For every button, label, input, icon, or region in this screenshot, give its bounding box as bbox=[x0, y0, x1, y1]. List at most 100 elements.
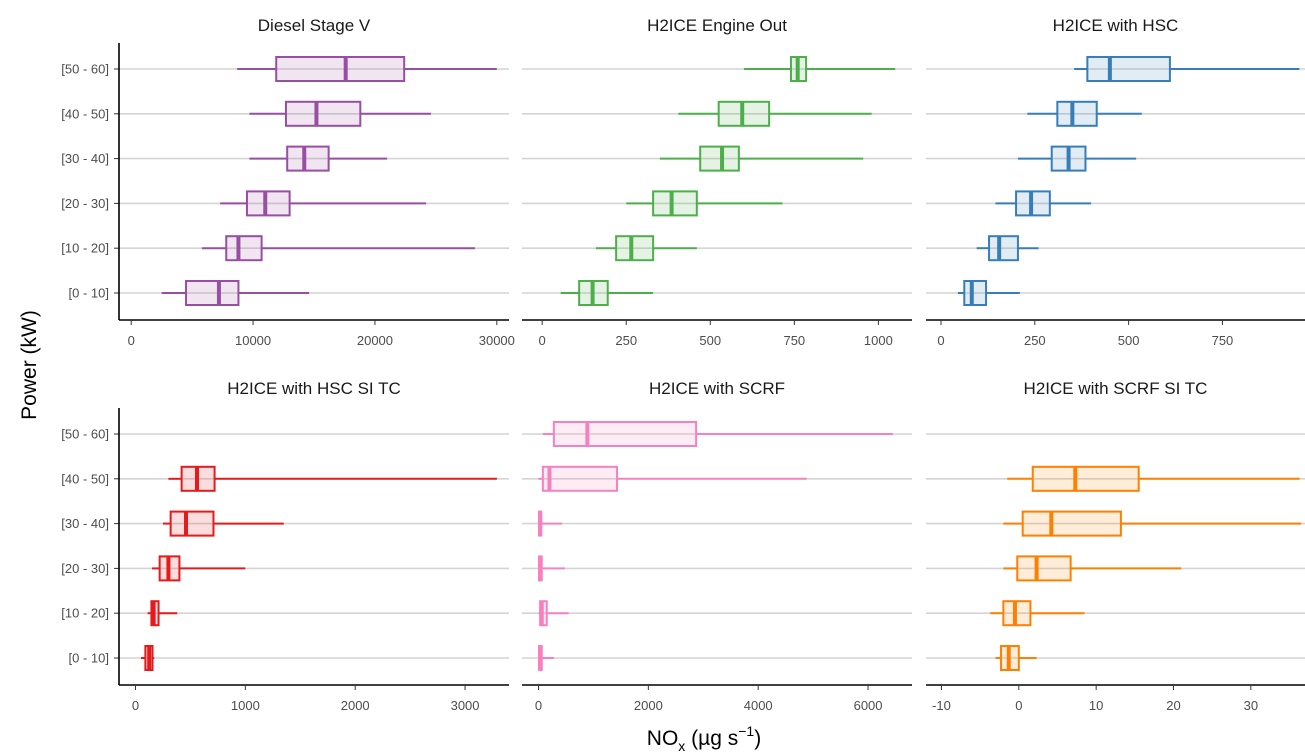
box bbox=[284, 100, 362, 127]
panel-title: Diesel Stage V bbox=[258, 16, 371, 35]
box bbox=[169, 510, 215, 537]
x-tick-label: 500 bbox=[1118, 333, 1140, 348]
x-axis-title-unit: (µg s bbox=[685, 727, 738, 750]
box bbox=[652, 190, 698, 217]
x-tick-label: 2000 bbox=[634, 698, 663, 713]
box-[10 - 20] bbox=[538, 600, 569, 627]
x-tick-label: 750 bbox=[783, 333, 805, 348]
x-tick-label: 0 bbox=[128, 333, 135, 348]
x-tick-label: 6000 bbox=[854, 698, 883, 713]
panel-5: H2ICE with SCRF 0 2000 4000 6000 bbox=[522, 379, 912, 713]
y-tick-label: [40 - 50] bbox=[61, 471, 109, 486]
x-axis-title-superscript: −1 bbox=[738, 723, 754, 739]
box-[30 - 40] bbox=[538, 510, 563, 537]
box bbox=[1021, 510, 1122, 537]
box-[30 - 40] bbox=[1003, 510, 1302, 537]
box-[20 - 30] bbox=[538, 555, 565, 582]
box bbox=[185, 280, 240, 306]
box-[10 - 20] bbox=[147, 600, 178, 627]
y-tick-label: [50 - 60] bbox=[61, 427, 109, 442]
box bbox=[225, 235, 263, 262]
y-tick-label: [10 - 20] bbox=[61, 606, 109, 621]
box-[40 - 50] bbox=[678, 100, 872, 127]
box-[50 - 60] bbox=[743, 56, 896, 82]
box-[40 - 50] bbox=[538, 465, 807, 492]
box bbox=[1086, 56, 1171, 82]
x-tick-label: 30000 bbox=[479, 333, 515, 348]
y-tick-label: [20 - 30] bbox=[61, 561, 109, 576]
panel-title: H2ICE with SCRF bbox=[649, 379, 785, 398]
box-[50 - 60] bbox=[1074, 56, 1300, 82]
x-tick-label: 3000 bbox=[451, 698, 480, 713]
y-tick-label: [20 - 30] bbox=[61, 196, 109, 211]
panel-title: H2ICE with SCRF SI TC bbox=[1024, 379, 1208, 398]
x-axis-title-subscript: x bbox=[678, 738, 685, 753]
box-[20 - 30] bbox=[1003, 555, 1182, 582]
box bbox=[615, 235, 655, 262]
x-tick-label: 250 bbox=[1024, 333, 1046, 348]
box-[30 - 40] bbox=[659, 145, 864, 172]
x-tick-label: 0 bbox=[132, 698, 139, 713]
x-tick-label: 750 bbox=[1212, 333, 1234, 348]
x-tick-label: 20 bbox=[1166, 698, 1180, 713]
box-[10 - 20] bbox=[595, 235, 697, 262]
x-tick-label: 4000 bbox=[744, 698, 773, 713]
x-tick-label: 30 bbox=[1244, 698, 1258, 713]
x-axis-title: NOx (µg s−1) bbox=[647, 723, 761, 753]
panel-title: H2ICE with HSC bbox=[1053, 16, 1179, 35]
box bbox=[699, 145, 740, 172]
box-[20 - 30] bbox=[220, 190, 427, 217]
x-tick-label: 20000 bbox=[357, 333, 393, 348]
panels: Diesel Stage V [0 - 10] [10 - 20] [20 - 30]… bbox=[61, 16, 1305, 713]
panel-1: Diesel Stage V [0 - 10] [10 - 20] [20 - 30]… bbox=[61, 16, 515, 348]
y-tick-label: [10 - 20] bbox=[61, 241, 109, 256]
x-tick-label: 0 bbox=[1015, 698, 1022, 713]
box bbox=[245, 190, 291, 217]
x-axis-title-close: ) bbox=[754, 727, 761, 750]
box-[10 - 20] bbox=[976, 235, 1039, 262]
box bbox=[541, 465, 619, 492]
box bbox=[552, 421, 698, 447]
box-[20 - 30] bbox=[995, 190, 1092, 217]
box bbox=[275, 56, 406, 82]
box bbox=[963, 280, 988, 306]
x-tick-label: 250 bbox=[615, 333, 637, 348]
box-[0 - 10] bbox=[995, 645, 1037, 671]
box bbox=[988, 235, 1019, 262]
box-[40 - 50] bbox=[168, 465, 497, 492]
x-axis-title-base: NO bbox=[647, 727, 679, 750]
y-tick-label: [30 - 40] bbox=[61, 516, 109, 531]
y-axis-title: Power (kW) bbox=[18, 310, 41, 420]
box bbox=[286, 145, 330, 172]
y-tick-label: [40 - 50] bbox=[61, 106, 109, 121]
box bbox=[1056, 100, 1098, 127]
y-tick-label: [50 - 60] bbox=[61, 62, 109, 77]
panel-3: H2ICE with HSC 0 250 500 750 bbox=[926, 16, 1305, 348]
box-[40 - 50] bbox=[1007, 465, 1300, 492]
panel-title: H2ICE Engine Out bbox=[647, 16, 787, 35]
x-tick-label: -10 bbox=[932, 698, 951, 713]
box bbox=[1016, 555, 1072, 582]
box-[40 - 50] bbox=[249, 100, 431, 127]
x-tick-label: 1000 bbox=[231, 698, 260, 713]
x-tick-label: 500 bbox=[699, 333, 721, 348]
x-tick-label: 10 bbox=[1089, 698, 1103, 713]
x-tick-label: 0 bbox=[539, 333, 546, 348]
x-tick-label: 0 bbox=[937, 333, 944, 348]
panel-6: H2ICE with SCRF SI TC -10 0 10 20 30 bbox=[926, 379, 1305, 713]
box-[20 - 30] bbox=[626, 190, 783, 217]
box-[0 - 10] bbox=[957, 280, 1020, 306]
panel-4: H2ICE with HSC SI TC [0 - 10] [10 - 20] [20… bbox=[61, 379, 509, 713]
y-tick-label: [30 - 40] bbox=[61, 151, 109, 166]
box bbox=[1031, 465, 1140, 492]
box-[0 - 10] bbox=[560, 280, 654, 306]
y-tick-label: [0 - 10] bbox=[69, 651, 109, 666]
x-tick-label: 10000 bbox=[235, 333, 271, 348]
panel-2: H2ICE Engine Out 0 250 500 750 1000 bbox=[522, 16, 912, 348]
box-[30 - 40] bbox=[1017, 145, 1137, 172]
x-tick-label: 1000 bbox=[864, 333, 893, 348]
box-[0 - 10] bbox=[161, 280, 310, 306]
x-tick-label: 0 bbox=[535, 698, 542, 713]
box-[30 - 40] bbox=[162, 510, 284, 537]
